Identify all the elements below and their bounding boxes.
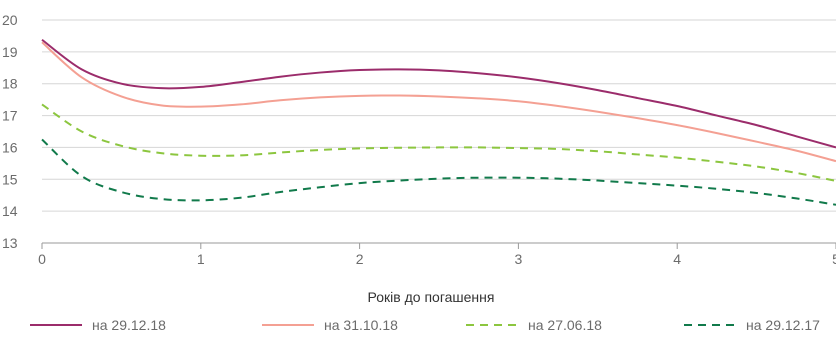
y-tick-label: 14 (2, 203, 18, 219)
legend-label: на 31.10.18 (324, 317, 398, 333)
legend-label: на 29.12.17 (746, 317, 820, 333)
legend: на 29.12.18 на 31.10.18 на 27.06.18 на 29.1… (30, 317, 820, 333)
y-tick-label: 20 (2, 12, 18, 28)
y-tick-label: 17 (2, 108, 18, 124)
y-tick-label: 15 (2, 171, 18, 187)
x-tick-label: 2 (356, 251, 364, 267)
x-tick-label: 1 (197, 251, 205, 267)
legend-label: на 29.12.18 (92, 317, 166, 333)
series-line-1 (41, 38, 836, 149)
legend-item: на 29.12.18 (30, 317, 166, 333)
y-tick-label: 19 (2, 44, 18, 60)
series-line-3 (41, 103, 836, 182)
x-tick-label: 5 (832, 251, 836, 267)
series-line-4 (41, 138, 836, 206)
x-axis-label: Років до погашення (368, 289, 495, 305)
x-tick-label: 3 (515, 251, 523, 267)
x-tick-label: 4 (673, 251, 681, 267)
series-layer (41, 38, 836, 206)
grid-layer (42, 19, 836, 244)
y-tick-label: 13 (2, 235, 18, 251)
x-tick-label: 0 (38, 251, 46, 267)
legend-item: на 31.10.18 (262, 317, 398, 333)
legend-item: на 29.12.17 (684, 317, 820, 333)
y-tick-label: 18 (2, 76, 18, 92)
legend-label: на 27.06.18 (528, 317, 602, 333)
series-line-2 (41, 41, 836, 163)
y-tick-label: 16 (2, 139, 18, 155)
axis-layer: 13 14 15 16 17 18 19 20 0 1 2 3 4 5 (2, 12, 836, 267)
legend-item: на 27.06.18 (466, 317, 602, 333)
